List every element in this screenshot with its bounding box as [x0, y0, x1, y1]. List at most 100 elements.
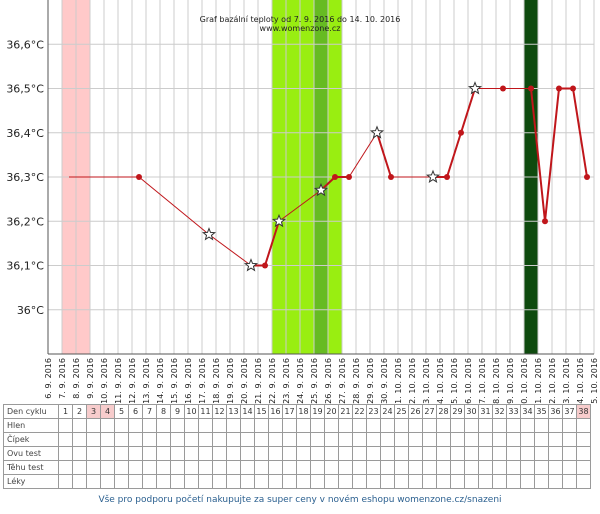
table-cell: [128, 418, 143, 433]
x-tick-label: 4. 10. 2016: [436, 358, 445, 404]
table-cell: [254, 460, 269, 475]
table-cell: [450, 460, 465, 475]
table-cell: [534, 432, 549, 447]
data-point-star: [313, 182, 329, 197]
table-cell: [506, 432, 521, 447]
cycle-day-cell: 23: [366, 404, 381, 419]
table-cell: [198, 432, 213, 447]
table-cell: [450, 446, 465, 461]
table-cell: [506, 446, 521, 461]
table-cell: [422, 460, 437, 475]
table-cell: [310, 418, 325, 433]
x-tick-label: 6. 9. 2016: [44, 358, 53, 399]
cycle-day-cell: 1: [58, 404, 73, 419]
table-cell: [282, 418, 297, 433]
cycle-day-cell: 4: [100, 404, 115, 419]
cycle-day-cell: 18: [296, 404, 311, 419]
table-cell: [464, 474, 479, 489]
table-cell: [72, 446, 87, 461]
x-tick-label: 16. 9. 2016: [184, 358, 193, 404]
table-cell: [324, 460, 339, 475]
table-cell: [72, 432, 87, 447]
table-row-label: Těhu test: [3, 460, 59, 475]
table-cell: [282, 446, 297, 461]
table-cell: [492, 418, 507, 433]
table-cell: [534, 418, 549, 433]
table-cell: [86, 418, 101, 433]
table-cell: [380, 446, 395, 461]
x-tick-label: 15. 9. 2016: [170, 358, 179, 404]
table-cell: [268, 418, 283, 433]
x-tick-label: 30. 9. 2016: [380, 358, 389, 404]
cycle-day-cell: 6: [128, 404, 143, 419]
cycle-day-cell: 26: [408, 404, 423, 419]
table-cell: [520, 446, 535, 461]
cycle-table: Den cyklu 1 2 3 4 5 6 7 8 9 10 11 12 13 14 15 16 17 18 19 20…: [3, 404, 591, 489]
table-cell: [240, 432, 255, 447]
cycle-day-cell: 19: [310, 404, 325, 419]
table-cell: [156, 446, 171, 461]
series-segment: [572, 88, 588, 178]
cycle-day-cell: 2: [72, 404, 87, 419]
table-cell: [562, 460, 577, 475]
data-point: [332, 174, 338, 180]
table-cell: [548, 432, 563, 447]
data-point-star: [271, 213, 287, 228]
table-row: Čípek: [3, 432, 591, 447]
table-cell: [324, 446, 339, 461]
table-cell: [478, 418, 493, 433]
table-cell: [156, 460, 171, 475]
table-cell: [380, 432, 395, 447]
cycle-day-cell: 38: [576, 404, 591, 419]
series-segment: [544, 88, 560, 222]
table-cell: [268, 446, 283, 461]
table-row: Těhu test: [3, 460, 591, 475]
table-cell: [576, 474, 591, 489]
table-cell: [562, 418, 577, 433]
x-tick-label: 6. 10. 2016: [464, 358, 473, 404]
table-cell: [198, 460, 213, 475]
table-cell: [212, 460, 227, 475]
x-tick-label: 19. 9. 2016: [226, 358, 235, 404]
cycle-day-cell: 17: [282, 404, 297, 419]
table-cell: [422, 446, 437, 461]
x-tick-label: 3. 10. 2016: [422, 358, 431, 404]
cycle-day-cell: 15: [254, 404, 269, 419]
table-cell: [422, 432, 437, 447]
data-point: [262, 262, 268, 269]
table-cell: [198, 418, 213, 433]
data-point: [500, 85, 506, 92]
data-point: [444, 174, 450, 180]
x-tick-label: 14. 9. 2016: [156, 358, 165, 404]
y-axis-labels: 36°C 36,1°C 36,2°C 36,3°C 36,4°C 36,5°C 36,6°C: [6, 38, 44, 317]
table-cell: [492, 460, 507, 475]
data-point: [570, 85, 576, 92]
table-cell: [436, 418, 451, 433]
table-cell: [478, 474, 493, 489]
x-tick-label: 12. 9. 2016: [128, 358, 137, 404]
table-cell: [100, 446, 115, 461]
table-cell: [352, 474, 367, 489]
table-cell: [548, 418, 563, 433]
table-row-label: Čípek: [3, 432, 59, 447]
table-cell: [296, 474, 311, 489]
table-cell: [576, 460, 591, 475]
table-cell: [114, 418, 129, 433]
cycle-day-cell: 10: [184, 404, 199, 419]
table-cell: [184, 460, 199, 475]
table-cell: [324, 474, 339, 489]
table-cell: [184, 474, 199, 489]
shop-link[interactable]: Vše pro podporu početí nakupujte za supe…: [98, 495, 502, 505]
table-cell: [296, 432, 311, 447]
series-segment: [278, 189, 322, 222]
chart-subtitle: www.womenzone.cz: [260, 24, 341, 33]
data-point: [542, 218, 548, 225]
table-cell: [352, 432, 367, 447]
table-cell: [338, 418, 353, 433]
data-point: [388, 174, 394, 180]
table-cell: [366, 460, 381, 475]
table-row-label: Hlen: [3, 418, 59, 433]
table-cell: [100, 474, 115, 489]
table-cell: [128, 446, 143, 461]
table-cell: [170, 418, 185, 433]
